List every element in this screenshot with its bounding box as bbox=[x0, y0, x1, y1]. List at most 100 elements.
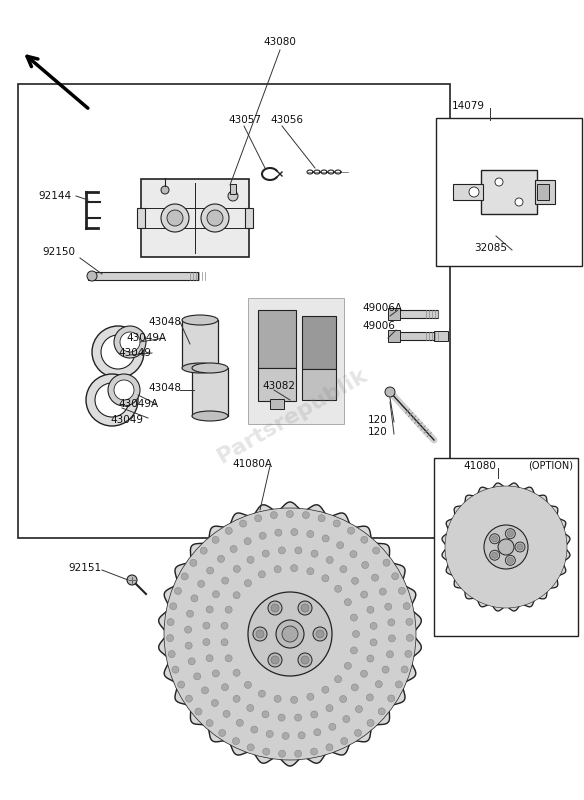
Circle shape bbox=[507, 558, 513, 563]
Bar bbox=[302, 369, 336, 400]
Text: 120: 120 bbox=[368, 415, 388, 425]
Circle shape bbox=[244, 538, 251, 545]
Circle shape bbox=[167, 210, 183, 226]
Circle shape bbox=[507, 530, 513, 537]
Bar bbox=[18, 84, 450, 538]
Circle shape bbox=[247, 705, 254, 711]
Circle shape bbox=[190, 559, 197, 566]
Circle shape bbox=[266, 730, 273, 738]
Circle shape bbox=[345, 662, 352, 670]
Circle shape bbox=[262, 711, 269, 718]
Circle shape bbox=[350, 647, 357, 654]
Circle shape bbox=[237, 719, 244, 726]
Circle shape bbox=[108, 374, 140, 406]
Circle shape bbox=[258, 570, 265, 578]
Circle shape bbox=[335, 586, 342, 592]
Circle shape bbox=[382, 666, 389, 673]
Circle shape bbox=[279, 547, 286, 554]
Bar bbox=[453, 184, 483, 200]
Circle shape bbox=[291, 565, 298, 572]
Circle shape bbox=[245, 682, 252, 688]
Circle shape bbox=[95, 383, 129, 417]
Circle shape bbox=[383, 559, 390, 566]
Circle shape bbox=[403, 602, 410, 610]
Circle shape bbox=[301, 656, 309, 664]
Circle shape bbox=[343, 715, 350, 722]
Circle shape bbox=[326, 557, 333, 563]
Bar bbox=[182, 320, 218, 368]
Circle shape bbox=[401, 666, 408, 673]
Circle shape bbox=[347, 527, 354, 534]
Circle shape bbox=[295, 547, 302, 554]
Circle shape bbox=[263, 748, 270, 755]
Text: 92151: 92151 bbox=[68, 563, 101, 573]
Circle shape bbox=[313, 627, 327, 641]
Circle shape bbox=[275, 529, 282, 536]
Circle shape bbox=[353, 630, 360, 638]
Bar bbox=[258, 368, 296, 402]
Circle shape bbox=[279, 750, 286, 758]
Circle shape bbox=[278, 714, 285, 721]
Circle shape bbox=[298, 732, 305, 739]
Bar bbox=[192, 368, 228, 416]
Circle shape bbox=[233, 670, 240, 676]
Circle shape bbox=[340, 566, 347, 573]
Circle shape bbox=[505, 529, 515, 538]
Circle shape bbox=[376, 681, 383, 688]
Circle shape bbox=[515, 542, 525, 552]
Circle shape bbox=[213, 590, 220, 598]
Ellipse shape bbox=[182, 363, 218, 373]
Circle shape bbox=[367, 719, 374, 726]
Circle shape bbox=[206, 719, 213, 726]
Circle shape bbox=[484, 525, 528, 569]
Circle shape bbox=[251, 726, 258, 733]
Circle shape bbox=[314, 729, 321, 736]
Circle shape bbox=[378, 708, 385, 715]
Circle shape bbox=[298, 601, 312, 615]
Circle shape bbox=[350, 550, 357, 558]
Circle shape bbox=[498, 539, 514, 555]
Circle shape bbox=[322, 686, 329, 694]
Circle shape bbox=[371, 574, 378, 581]
Circle shape bbox=[203, 622, 210, 629]
Circle shape bbox=[489, 550, 500, 560]
Circle shape bbox=[405, 650, 412, 658]
Circle shape bbox=[168, 650, 175, 658]
Circle shape bbox=[86, 374, 138, 426]
Text: 43057: 43057 bbox=[228, 115, 261, 125]
Polygon shape bbox=[159, 502, 421, 766]
Circle shape bbox=[392, 573, 399, 580]
Circle shape bbox=[291, 696, 298, 703]
Circle shape bbox=[218, 730, 225, 737]
Circle shape bbox=[385, 603, 392, 610]
Text: 92150: 92150 bbox=[42, 247, 75, 257]
Circle shape bbox=[335, 676, 342, 682]
Circle shape bbox=[307, 568, 314, 574]
Circle shape bbox=[207, 210, 223, 226]
Circle shape bbox=[194, 673, 201, 680]
Bar bbox=[88, 272, 198, 280]
Circle shape bbox=[352, 684, 359, 691]
Circle shape bbox=[311, 550, 318, 557]
Circle shape bbox=[271, 604, 279, 612]
Circle shape bbox=[322, 535, 329, 542]
Circle shape bbox=[307, 530, 314, 538]
Circle shape bbox=[282, 626, 298, 642]
Circle shape bbox=[291, 529, 298, 535]
Bar bbox=[398, 332, 440, 340]
Text: 92144: 92144 bbox=[38, 191, 71, 201]
Circle shape bbox=[379, 588, 386, 595]
Circle shape bbox=[268, 653, 282, 667]
Circle shape bbox=[282, 733, 289, 739]
Circle shape bbox=[388, 619, 395, 626]
Circle shape bbox=[333, 520, 340, 527]
Circle shape bbox=[270, 511, 277, 518]
Circle shape bbox=[120, 332, 140, 352]
Circle shape bbox=[234, 566, 241, 573]
Circle shape bbox=[247, 556, 254, 563]
Text: 43049A: 43049A bbox=[118, 399, 158, 409]
Circle shape bbox=[492, 536, 498, 542]
Circle shape bbox=[211, 699, 218, 706]
Circle shape bbox=[370, 622, 377, 630]
Circle shape bbox=[188, 658, 195, 665]
